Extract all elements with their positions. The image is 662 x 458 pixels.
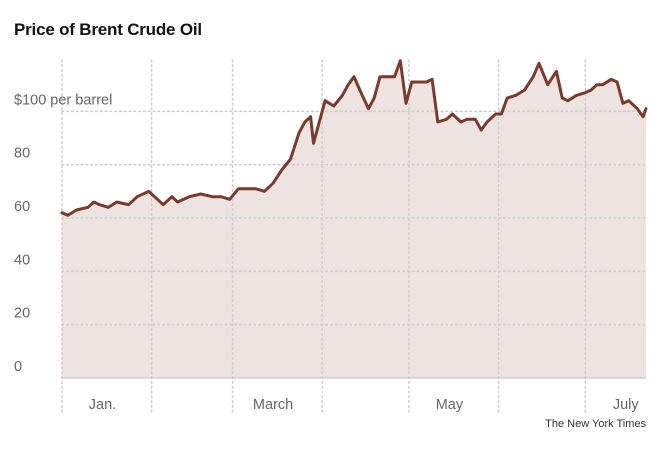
x-tick-label: July [613, 397, 640, 413]
x-axis-labels: Jan. March May July [89, 397, 640, 413]
gridlines [61, 59, 647, 416]
price-area [62, 60, 646, 378]
y-tick-label: $100 per barrel [14, 92, 112, 108]
price-area-fill [62, 60, 646, 378]
x-tick-label: May [436, 397, 464, 413]
x-tick-label: Jan. [89, 397, 116, 413]
chart-title: Price of Brent Crude Oil [14, 20, 202, 39]
source-credit: The New York Times [545, 418, 646, 430]
price-line [60, 59, 648, 217]
y-axis-labels: 0 20 40 60 80 $100 per barrel [14, 92, 112, 375]
x-tick-label: March [253, 397, 293, 413]
price-line-group [60, 59, 648, 217]
y-tick-label: 20 [14, 306, 30, 322]
y-tick-label: 80 [14, 146, 30, 162]
y-tick-label: 60 [14, 199, 30, 215]
y-tick-label: 0 [14, 359, 22, 375]
y-tick-label: 40 [14, 252, 30, 268]
